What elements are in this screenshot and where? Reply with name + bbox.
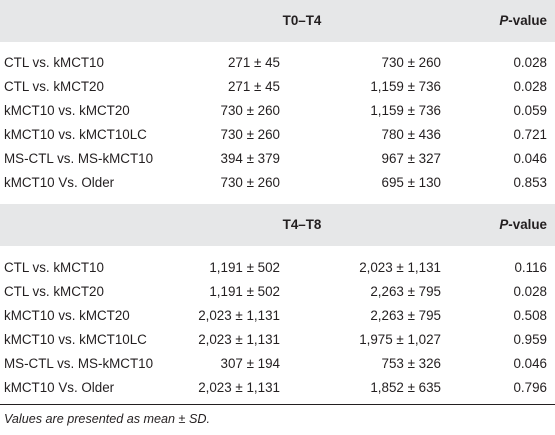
table-footnote: Values are presented as mean ± SD. xyxy=(4,412,210,426)
row-label: kMCT10 vs. kMCT20 xyxy=(4,103,130,118)
section-2-pvalue-header: P-value xyxy=(499,213,547,237)
pvalue-suffix: -value xyxy=(508,217,547,232)
p-value: 0.721 xyxy=(513,127,547,142)
section-1-pvalue-header: P-value xyxy=(499,9,547,33)
p-value: 0.853 xyxy=(513,175,547,190)
row-label: MS-CTL vs. MS-kMCT10 xyxy=(4,151,154,166)
value-b: 1,975 ± 1,027 xyxy=(359,332,441,347)
value-b: 2,263 ± 795 xyxy=(370,284,441,299)
p-value: 0.028 xyxy=(513,284,547,299)
value-b: 2,023 ± 1,131 xyxy=(359,260,441,275)
row-label: MS-CTL vs. MS-kMCT10 xyxy=(4,356,154,371)
value-b: 730 ± 260 xyxy=(381,55,441,70)
table-row: kMCT10 vs. kMCT20 730 ± 260 1,159 ± 736 … xyxy=(0,99,555,123)
p-value: 0.046 xyxy=(513,356,547,371)
value-b: 2,263 ± 795 xyxy=(370,308,441,323)
section-1-header-band xyxy=(0,0,555,42)
p-value: 0.059 xyxy=(513,103,547,118)
section-2-header-band xyxy=(0,204,555,246)
pvalue-italic-p: P xyxy=(499,13,509,28)
p-value: 0.796 xyxy=(513,380,547,395)
section-1-header: T0–T4 P-value xyxy=(0,9,555,33)
value-a: 271 ± 45 xyxy=(227,79,280,94)
p-value: 0.028 xyxy=(513,55,547,70)
table-row: CTL vs. kMCT20 1,191 ± 502 2,263 ± 795 0… xyxy=(0,280,555,304)
value-b: 1,159 ± 736 xyxy=(370,103,441,118)
p-value: 0.028 xyxy=(513,79,547,94)
value-a: 394 ± 379 xyxy=(220,151,280,166)
row-label: CTL vs. kMCT20 xyxy=(4,284,104,299)
value-b: 753 ± 326 xyxy=(381,356,441,371)
value-a: 730 ± 260 xyxy=(220,175,280,190)
value-b: 695 ± 130 xyxy=(381,175,441,190)
table-row: MS-CTL vs. MS-kMCT10 394 ± 379 967 ± 327… xyxy=(0,147,555,171)
p-value: 0.508 xyxy=(513,308,547,323)
value-a: 2,023 ± 1,131 xyxy=(198,332,280,347)
table-row: CTL vs. kMCT10 1,191 ± 502 2,023 ± 1,131… xyxy=(0,256,555,280)
table-row: CTL vs. kMCT10 271 ± 45 730 ± 260 0.028 xyxy=(0,51,555,75)
p-value: 0.116 xyxy=(514,260,547,275)
value-a: 1,191 ± 502 xyxy=(209,260,280,275)
value-b: 1,159 ± 736 xyxy=(370,79,441,94)
value-a: 730 ± 260 xyxy=(220,103,280,118)
row-label: kMCT10 vs. kMCT10LC xyxy=(4,127,147,142)
table-row: kMCT10 Vs. Older 2,023 ± 1,131 1,852 ± 6… xyxy=(0,376,555,400)
pvalue-italic-p: P xyxy=(499,217,509,232)
value-a: 1,191 ± 502 xyxy=(209,284,280,299)
value-b: 967 ± 327 xyxy=(381,151,441,166)
row-label: kMCT10 vs. kMCT20 xyxy=(4,308,130,323)
row-label: CTL vs. kMCT10 xyxy=(4,260,104,275)
table-row: MS-CTL vs. MS-kMCT10 307 ± 194 753 ± 326… xyxy=(0,352,555,376)
section-2-title: T4–T8 xyxy=(282,217,322,232)
table-row: kMCT10 vs. kMCT10LC 2,023 ± 1,131 1,975 … xyxy=(0,328,555,352)
row-label: CTL vs. kMCT20 xyxy=(4,79,104,94)
table-row: CTL vs. kMCT20 271 ± 45 1,159 ± 736 0.02… xyxy=(0,75,555,99)
pvalue-suffix: -value xyxy=(508,13,547,28)
row-label: CTL vs. kMCT10 xyxy=(4,55,104,70)
value-a: 2,023 ± 1,131 xyxy=(198,308,280,323)
section-1-title: T0–T4 xyxy=(282,13,322,28)
p-value: 0.046 xyxy=(513,151,547,166)
row-label: kMCT10 Vs. Older xyxy=(4,175,115,190)
value-b: 1,852 ± 635 xyxy=(370,380,441,395)
table-row: kMCT10 Vs. Older 730 ± 260 695 ± 130 0.8… xyxy=(0,171,555,195)
row-label: kMCT10 vs. kMCT10LC xyxy=(4,332,147,347)
row-label: kMCT10 Vs. Older xyxy=(4,380,115,395)
table-row: kMCT10 vs. kMCT10LC 730 ± 260 780 ± 436 … xyxy=(0,123,555,147)
table-row: kMCT10 vs. kMCT20 2,023 ± 1,131 2,263 ± … xyxy=(0,304,555,328)
value-b: 780 ± 436 xyxy=(381,127,441,142)
value-a: 271 ± 45 xyxy=(227,55,280,70)
section-2-header: T4–T8 P-value xyxy=(0,213,555,237)
table-bottom-rule xyxy=(0,404,555,405)
p-value: 0.959 xyxy=(513,332,547,347)
value-a: 730 ± 260 xyxy=(220,127,280,142)
value-a: 307 ± 194 xyxy=(220,356,280,371)
value-a: 2,023 ± 1,131 xyxy=(198,380,280,395)
